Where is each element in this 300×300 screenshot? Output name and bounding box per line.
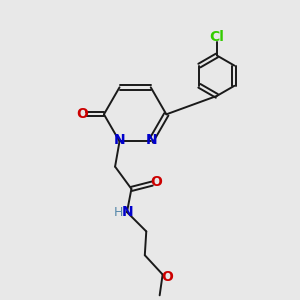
- Text: O: O: [76, 107, 88, 121]
- Text: N: N: [146, 133, 157, 147]
- Text: O: O: [161, 270, 173, 284]
- Text: H: H: [114, 206, 123, 219]
- Text: N: N: [122, 205, 134, 219]
- Text: O: O: [150, 175, 162, 189]
- Text: Cl: Cl: [209, 30, 224, 44]
- Text: N: N: [114, 133, 125, 147]
